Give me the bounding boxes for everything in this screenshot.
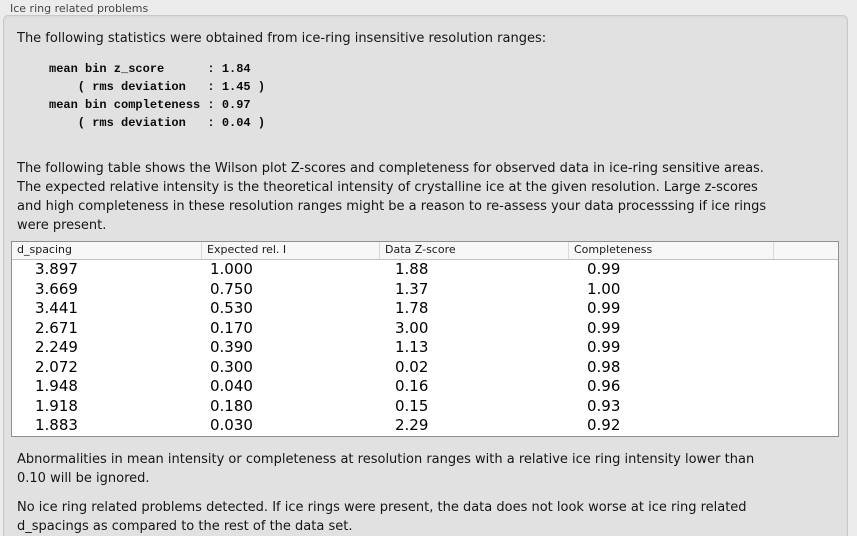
intro-paragraph: The following statistics were obtained f… [17,31,547,46]
groupbox-title: Ice ring related problems [10,2,149,15]
cell-d-spacing: 2.072 [35,357,78,376]
cell-data-z-score: 1.13 [395,338,429,356]
table-row[interactable]: 2.072 0.300 0.02 0.98 [12,358,838,378]
table-header-row: d_spacing Expected rel. I Data Z-score C… [12,242,838,260]
stats-block: mean bin z_score : 1.84 ( rms deviation … [49,62,266,130]
column-header-expected-rel-i[interactable]: Expected rel. I [202,242,380,259]
cell-expected-rel-i: 1.000 [210,260,253,278]
cell-completeness: 1.00 [587,279,621,298]
table-row[interactable]: 2.249 0.390 1.13 0.99 [12,338,838,358]
cell-d-spacing: 3.669 [35,279,78,298]
cell-completeness: 0.99 [587,299,621,317]
conclusion-text: No ice ring related problems detected. I… [17,499,747,534]
cell-data-z-score: 2.29 [395,416,429,434]
cell-data-z-score: 1.88 [395,260,429,278]
cell-completeness: 0.92 [587,416,621,434]
cell-completeness: 0.98 [587,357,621,376]
ice-ring-table: d_spacing Expected rel. I Data Z-score C… [11,241,839,437]
cell-data-z-score: 0.15 [395,396,429,415]
ignore-note: Abnormalities in mean intensity or compl… [17,451,755,486]
cell-completeness: 0.96 [587,377,621,395]
cell-expected-rel-i: 0.530 [210,299,253,317]
cell-d-spacing: 3.897 [35,260,78,278]
cell-expected-rel-i: 0.750 [210,279,253,298]
column-header-data-z-score[interactable]: Data Z-score [380,242,569,259]
cell-completeness: 0.99 [587,318,621,337]
cell-data-z-score: 1.37 [395,279,429,298]
cell-d-spacing: 1.883 [35,416,78,434]
column-header-empty [774,242,838,259]
cell-d-spacing: 3.441 [35,299,78,317]
cell-d-spacing: 2.249 [35,338,78,356]
cell-d-spacing: 2.671 [35,318,78,337]
table-row[interactable]: 1.883 0.030 2.29 0.92 [12,416,838,436]
cell-data-z-score: 1.78 [395,299,429,317]
cell-d-spacing: 1.948 [35,377,78,395]
cell-data-z-score: 3.00 [395,318,429,337]
cell-completeness: 0.99 [587,338,621,356]
cell-expected-rel-i: 0.040 [210,377,253,395]
table-row[interactable]: 1.948 0.040 0.16 0.96 [12,377,838,397]
table-row[interactable]: 3.441 0.530 1.78 0.99 [12,299,838,319]
table-description: The following table shows the Wilson plo… [17,161,767,233]
cell-completeness: 0.99 [587,260,621,278]
cell-d-spacing: 1.918 [35,396,78,415]
table-row[interactable]: 3.897 1.000 1.88 0.99 [12,260,838,280]
cell-data-z-score: 0.02 [395,357,429,376]
groupbox: The following statistics were obtained f… [3,15,848,536]
cell-data-z-score: 0.16 [395,377,429,395]
column-header-completeness[interactable]: Completeness [569,242,774,259]
table-row[interactable]: 2.671 0.170 3.00 0.99 [12,319,838,339]
cell-expected-rel-i: 0.300 [210,357,253,376]
cell-expected-rel-i: 0.180 [210,396,253,415]
cell-expected-rel-i: 0.170 [210,318,253,337]
column-header-d-spacing[interactable]: d_spacing [12,242,202,259]
table-row[interactable]: 3.669 0.750 1.37 1.00 [12,280,838,300]
cell-expected-rel-i: 0.030 [210,416,253,434]
cell-expected-rel-i: 0.390 [210,338,253,356]
cell-completeness: 0.93 [587,396,621,415]
table-row[interactable]: 1.918 0.180 0.15 0.93 [12,397,838,417]
